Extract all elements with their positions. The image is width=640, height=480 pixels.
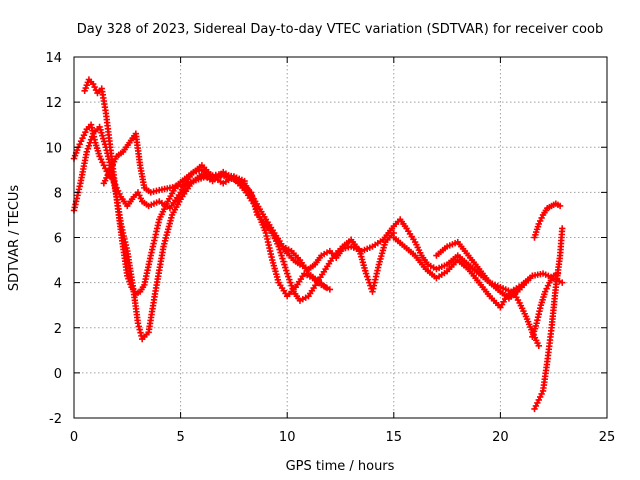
x-tick-label: 15: [386, 430, 403, 445]
data-point: [365, 276, 372, 283]
data-point: [284, 270, 291, 277]
y-tick-label: 12: [45, 96, 62, 111]
data-point: [362, 270, 370, 277]
data-point: [136, 326, 143, 333]
series-trace-d: [100, 130, 329, 291]
data-point: [286, 276, 293, 283]
data-point: [283, 267, 290, 274]
data-point: [88, 133, 96, 140]
data-point: [276, 246, 283, 253]
data-point: [134, 320, 142, 327]
data-point: [85, 142, 93, 149]
data-point: [322, 283, 329, 291]
data-point: [86, 139, 94, 146]
data-point: [135, 323, 143, 330]
data-series: [70, 76, 566, 413]
plot-frame: [73, 56, 608, 419]
y-tick-label: 14: [45, 51, 62, 66]
series-trace-j: [529, 270, 562, 340]
x-tick-label: 10: [279, 430, 296, 445]
y-tick-label: -2: [49, 412, 62, 427]
data-point: [137, 329, 144, 336]
chart-title: Day 328 of 2023, Sidereal Day-to-day VTE…: [77, 22, 603, 37]
y-tick-label: 10: [45, 141, 62, 156]
data-point: [288, 282, 295, 289]
data-point: [535, 342, 542, 349]
x-tick-label: 5: [176, 430, 184, 445]
series-trace-h: [531, 200, 564, 241]
data-point: [279, 255, 286, 262]
y-tick-label: 2: [54, 322, 62, 337]
data-point: [559, 225, 566, 232]
data-point: [138, 332, 145, 340]
data-point: [281, 261, 288, 268]
y-axis-label: SDTVAR / TECUs: [7, 185, 22, 292]
series-trace-c: [81, 76, 248, 298]
data-point: [278, 252, 285, 259]
data-point: [559, 279, 566, 286]
data-point: [363, 273, 371, 280]
series-trace-e: [262, 220, 397, 304]
series-trace-g: [433, 238, 536, 302]
data-point: [556, 202, 564, 210]
y-tick-label: 6: [54, 232, 62, 247]
data-point: [326, 286, 334, 293]
data-point: [289, 285, 296, 292]
data-point: [84, 145, 92, 152]
data-point: [275, 243, 282, 250]
y-tick-label: 0: [54, 367, 62, 382]
x-tick-label: 25: [599, 430, 616, 445]
data-point: [529, 272, 536, 280]
y-tick-label: 8: [54, 186, 62, 201]
data-point: [285, 273, 292, 280]
series-trace-i: [531, 225, 566, 413]
axis-ticks: 0 5 10 15 20 25 -2 0 2 4 6 8 10 12 14: [45, 51, 615, 445]
x-tick-label: 20: [492, 430, 509, 445]
data-point: [83, 148, 90, 155]
data-point: [280, 258, 287, 265]
x-tick-label: 0: [70, 430, 78, 445]
data-point: [554, 270, 562, 277]
y-tick-label: 4: [54, 277, 62, 292]
data-point: [287, 279, 294, 286]
data-point: [87, 136, 95, 143]
x-axis-label: GPS time / hours: [286, 459, 395, 474]
series-trace-f: [390, 234, 542, 349]
data-point: [282, 264, 289, 271]
data-point: [277, 249, 284, 256]
